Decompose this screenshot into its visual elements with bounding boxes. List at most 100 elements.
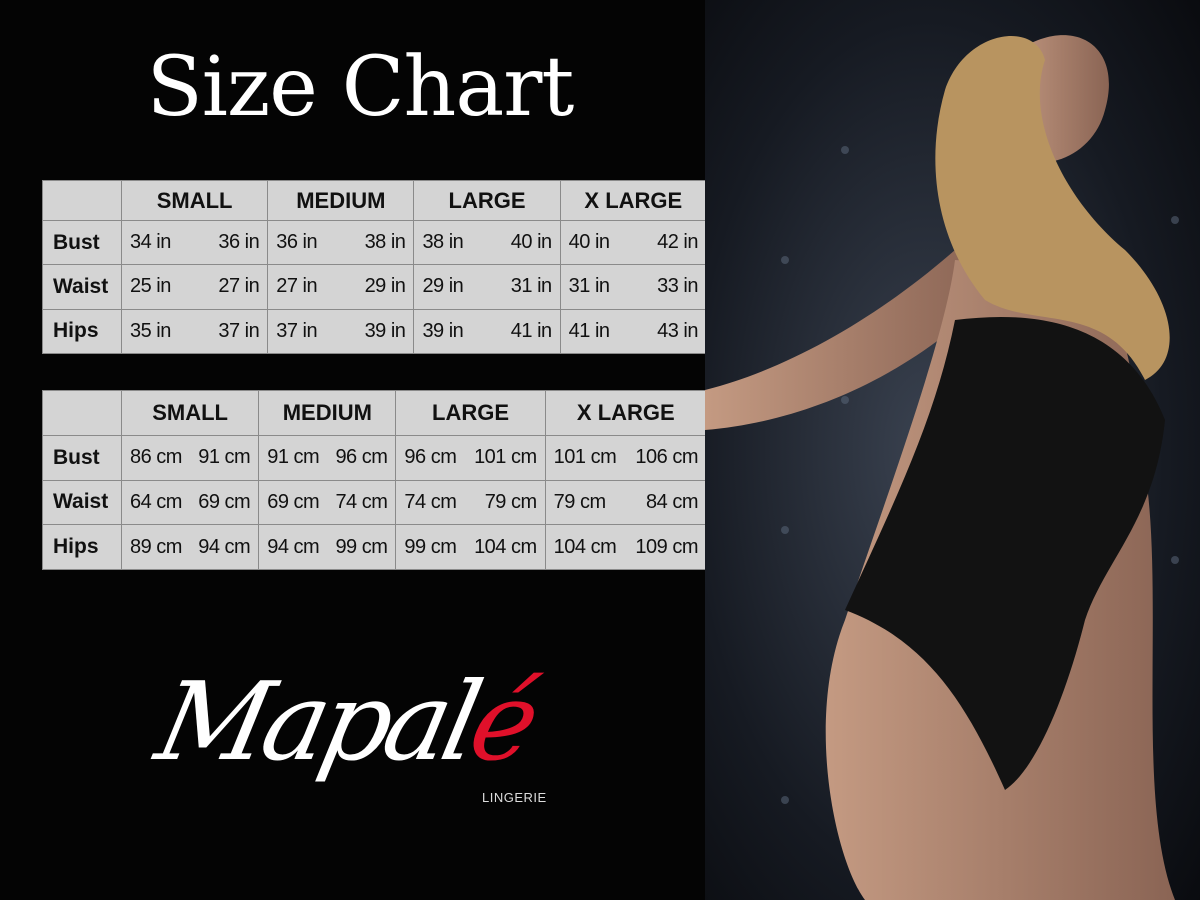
size-range-cell: 29 in 31 in <box>413 264 561 310</box>
max-value: 96 cm <box>335 446 388 469</box>
size-range-cell: 40 in 42 in <box>559 219 708 266</box>
min-value: 99 cm <box>404 535 457 558</box>
max-value: 109 cm <box>635 535 698 558</box>
max-value: 84 cm <box>646 490 698 513</box>
size-range-cell: 36 in 38 in <box>267 219 415 266</box>
measure-label: Bust <box>42 219 122 266</box>
size-range-cell: 31 in 33 in <box>559 264 708 310</box>
max-value: 94 cm <box>198 535 251 558</box>
size-range-cell: 91 cm 96 cm <box>258 435 397 481</box>
corner-cell <box>42 180 122 221</box>
min-value: 34 in <box>130 231 171 254</box>
size-range-cell: 89 cm 94 cm <box>120 524 260 570</box>
size-range-cell: 94 cm 99 cm <box>258 524 397 570</box>
size-range-cell: 104 cm 109 cm <box>544 524 708 570</box>
size-table-inches: SMALL MEDIUM LARGE X LARGE Bust 34 in 36 in 36 … <box>42 180 708 355</box>
table-row: Bust 34 in 36 in 36 in 38 in 38 in 40 in 40 in 4… <box>42 219 708 266</box>
size-header-small: SMALL <box>120 390 260 436</box>
max-value: 33 in <box>657 275 698 298</box>
table-row: Hips 35 in 37 in 37 in 39 in 39 in 41 in 41 in 4… <box>42 308 708 355</box>
min-value: 35 in <box>130 319 171 342</box>
table-row: Bust 86 cm 91 cm 91 cm 96 cm 96 cm 101 cm 101 c… <box>42 435 708 481</box>
size-header-row: SMALL MEDIUM LARGE X LARGE <box>42 390 708 436</box>
size-range-cell: 101 cm 106 cm <box>544 435 708 481</box>
max-value: 39 in <box>364 319 406 342</box>
max-value: 41 in <box>510 319 552 342</box>
size-range-cell: 34 in 36 in <box>120 219 269 266</box>
min-value: 25 in <box>130 275 171 298</box>
size-range-cell: 27 in 29 in <box>267 264 415 310</box>
size-range-cell: 38 in 40 in <box>413 219 561 266</box>
max-value: 37 in <box>218 319 260 342</box>
table-row: Waist 25 in 27 in 27 in 29 in 29 in 31 in 31 in… <box>42 264 708 310</box>
min-value: 37 in <box>276 319 318 342</box>
size-range-cell: 37 in 39 in <box>267 308 415 355</box>
size-range-cell: 41 in 43 in <box>559 308 708 355</box>
table-row: Waist 64 cm 69 cm 69 cm 74 cm 74 cm 79 cm 79 cm… <box>42 479 708 526</box>
min-value: 104 cm <box>553 535 617 558</box>
min-value: 101 cm <box>553 446 617 469</box>
max-value: 29 in <box>364 275 406 298</box>
size-header-x-large: X LARGE <box>559 180 708 221</box>
max-value: 31 in <box>510 275 552 298</box>
table-row: Hips 89 cm 94 cm 94 cm 99 cm 99 cm 104 cm 104 c… <box>42 524 708 570</box>
corner-cell <box>42 390 122 436</box>
size-header-medium: MEDIUM <box>267 180 415 221</box>
brand-logo: Mapalé LINGERIE <box>147 660 580 820</box>
min-value: 89 cm <box>130 535 182 558</box>
size-range-cell: 74 cm 79 cm <box>395 479 546 526</box>
min-value: 64 cm <box>130 490 182 513</box>
measure-label: Hips <box>42 524 122 570</box>
min-value: 36 in <box>276 231 318 254</box>
max-value: 104 cm <box>474 535 537 558</box>
model-photo <box>705 0 1200 900</box>
measure-label: Waist <box>42 264 122 310</box>
brand-name: Mapalé <box>146 660 545 785</box>
min-value: 31 in <box>568 275 610 298</box>
min-value: 38 in <box>422 231 464 254</box>
max-value: 42 in <box>657 231 698 254</box>
max-value: 106 cm <box>635 446 698 469</box>
max-value: 99 cm <box>335 535 388 558</box>
size-header-large: LARGE <box>413 180 561 221</box>
measure-label: Bust <box>42 435 122 481</box>
min-value: 69 cm <box>267 490 320 513</box>
size-range-cell: 39 in 41 in <box>413 308 561 355</box>
min-value: 39 in <box>422 319 464 342</box>
measure-label: Waist <box>42 479 122 526</box>
max-value: 101 cm <box>474 446 537 469</box>
min-value: 29 in <box>422 275 464 298</box>
min-value: 40 in <box>568 231 610 254</box>
size-range-cell: 79 cm 84 cm <box>544 479 708 526</box>
size-range-cell: 25 in 27 in <box>120 264 269 310</box>
max-value: 36 in <box>218 231 260 254</box>
min-value: 96 cm <box>404 446 457 469</box>
max-value: 40 in <box>510 231 552 254</box>
min-value: 79 cm <box>553 490 606 513</box>
brand-subtitle: LINGERIE <box>482 790 547 805</box>
measure-label: Hips <box>42 308 122 355</box>
max-value: 27 in <box>218 275 260 298</box>
min-value: 91 cm <box>267 446 320 469</box>
min-value: 86 cm <box>130 446 182 469</box>
size-header-large: LARGE <box>395 390 546 436</box>
max-value: 69 cm <box>198 490 251 513</box>
min-value: 27 in <box>276 275 318 298</box>
size-range-cell: 35 in 37 in <box>120 308 269 355</box>
size-header-medium: MEDIUM <box>258 390 397 436</box>
size-range-cell: 99 cm 104 cm <box>395 524 546 570</box>
page-title: Size Chart <box>146 40 575 135</box>
max-value: 79 cm <box>484 490 537 513</box>
size-range-cell: 69 cm 74 cm <box>258 479 397 526</box>
size-range-cell: 96 cm 101 cm <box>395 435 546 481</box>
size-header-row: SMALL MEDIUM LARGE X LARGE <box>42 180 708 221</box>
size-table-cm: SMALL MEDIUM LARGE X LARGE Bust 86 cm 91 cm 91 … <box>42 390 708 570</box>
size-range-cell: 86 cm 91 cm <box>120 435 260 481</box>
min-value: 94 cm <box>267 535 320 558</box>
min-value: 74 cm <box>404 490 457 513</box>
size-range-cell: 64 cm 69 cm <box>120 479 260 526</box>
size-header-small: SMALL <box>120 180 269 221</box>
max-value: 74 cm <box>335 490 388 513</box>
max-value: 38 in <box>364 231 406 254</box>
size-header-x-large: X LARGE <box>544 390 708 436</box>
